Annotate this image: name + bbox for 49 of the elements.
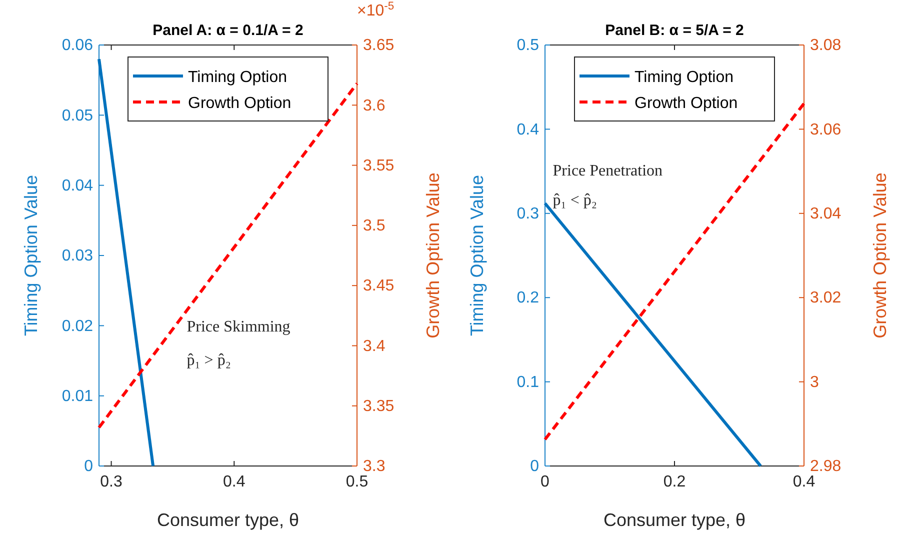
annotation: p̂₁ > p̂₂ [186, 352, 231, 369]
y2-tick-label: 3.35 [363, 398, 394, 415]
y2-tick-label: 3.4 [363, 338, 386, 355]
x-tick-label: 0.2 [663, 473, 686, 490]
y2-tick-label: 3.06 [810, 121, 842, 138]
x-axis-title: Consumer type, θ [156, 510, 300, 530]
y-tick-label: 0.01 [62, 388, 94, 405]
annotation: Price Skimming [186, 318, 290, 336]
y2-axis-title: Growth Option Value [870, 172, 890, 338]
y-tick-label: 0.03 [62, 248, 94, 265]
y-tick-label: 0.2 [516, 290, 540, 307]
y-axis-title: Timing Option Value [21, 174, 41, 336]
x-tick-label: 0.4 [792, 473, 816, 490]
chart-title: Panel A: α = 0.1/A = 2 [152, 22, 304, 39]
legend-label: Timing Option [634, 69, 734, 86]
y2-tick-label: 3.08 [810, 37, 842, 54]
x-tick-label: 0.3 [100, 473, 123, 490]
y2-tick-label: 3.55 [363, 157, 394, 174]
y-tick-label: 0.04 [62, 177, 94, 194]
legend-label: Timing Option [188, 69, 287, 86]
legend-label: Growth Option [634, 95, 738, 112]
y2-tick-label: 3.04 [810, 206, 842, 223]
annotation: p̂₁ < p̂₂ [552, 192, 597, 209]
y-tick-label: 0.05 [62, 107, 94, 124]
legend-label: Growth Option [188, 95, 292, 112]
y-tick-label: 0 [530, 458, 540, 476]
y-tick-label: 0.02 [62, 318, 94, 335]
annotation: Price Penetration [552, 162, 663, 180]
y-tick-label: 0.4 [516, 121, 540, 138]
y2-tick-label: 3.3 [363, 458, 386, 476]
text: ×10$^{-5}$ [357, 0, 394, 20]
y-tick-label: 0 [84, 458, 94, 476]
y2-tick-label: 3.02 [810, 290, 842, 307]
y-tick-label: 0.06 [62, 37, 94, 54]
y-tick-label: 0.5 [516, 37, 540, 54]
y-tick-label: 0.3 [516, 206, 540, 223]
x-tick-label: 0.4 [223, 473, 246, 490]
y2-tick-label: 3.65 [363, 37, 394, 54]
y-tick-label: 0.1 [516, 374, 540, 391]
x-tick-label: 0.5 [346, 473, 368, 490]
y2-tick-label: 2.98 [810, 458, 842, 476]
y2-tick-label: 3.6 [363, 97, 386, 114]
y2-tick-label: 3.5 [363, 218, 386, 235]
y-axis-title: Timing Option Value [467, 174, 487, 336]
y2-tick-label: 3 [810, 374, 819, 391]
x-axis-title: Consumer type, θ [603, 510, 746, 530]
chart-title: Panel B: α = 5/A = 2 [605, 22, 744, 39]
y2-axis-title: Growth Option Value [423, 172, 443, 338]
y2-tick-label: 3.45 [363, 278, 394, 295]
